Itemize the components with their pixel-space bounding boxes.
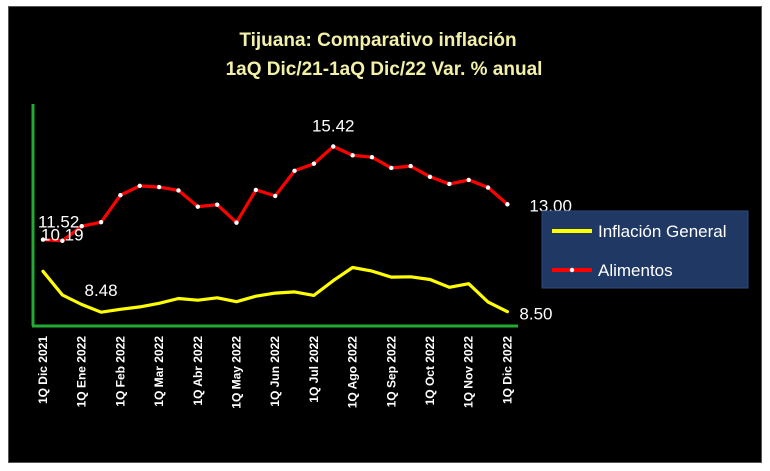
legend-box <box>541 210 749 289</box>
data-label-0-24: 8.50 <box>519 305 552 324</box>
series-marker-1-6 <box>156 184 162 190</box>
legend-marker-alimentos <box>569 267 575 273</box>
chart-title: Tijuana: Comparativo inflación <box>239 30 516 51</box>
x-tick-label-6: 1Q Mar 2022 <box>152 336 166 407</box>
data-label-1-0: 11.52 <box>38 213 79 232</box>
series-marker-1-15 <box>331 144 336 149</box>
series-marker-1-16 <box>350 153 355 158</box>
x-tick-label-8: 1Q Abr 2022 <box>191 336 205 406</box>
series-marker-1-10 <box>234 220 239 225</box>
legend: Inflación General Alimentos <box>541 210 749 289</box>
chart-subtitle: 1aQ Dic/21-1aQ Dic/22 Var. % anual <box>226 59 543 80</box>
series-marker-1-9 <box>214 202 220 207</box>
series-marker-1-20 <box>427 174 433 180</box>
series-line-0 <box>41 265 509 314</box>
series-marker-1-8 <box>195 204 200 209</box>
x-tick-label-24: 1Q Dic 2022 <box>500 336 514 404</box>
x-tick-label-0: 1Q Dic 2021 <box>36 336 50 404</box>
series-marker-1-23 <box>485 185 491 190</box>
series-marker-1-19 <box>408 163 413 169</box>
series-marker-1-3 <box>98 219 104 225</box>
series-layer <box>40 144 510 314</box>
series-marker-1-13 <box>292 168 297 174</box>
data-label-0-0: 10.19 <box>41 225 84 244</box>
x-tick-label-20: 1Q Oct 2022 <box>423 336 437 406</box>
x-tick-label-16: 1Q Ago 2022 <box>346 336 360 409</box>
legend-label-alimentos: Alimentos <box>598 261 673 280</box>
data-label-1-15: 15.42 <box>312 116 355 135</box>
series-marker-1-4 <box>118 192 123 198</box>
x-tick-label-22: 1Q Nov 2022 <box>462 336 476 408</box>
x-tick-label-2: 1Q Ene 2022 <box>75 336 89 408</box>
series-marker-1-0 <box>40 237 46 242</box>
data-label-0-3: 8.48 <box>85 281 118 300</box>
series-marker-1-21 <box>447 181 452 187</box>
series-marker-1-7 <box>176 188 181 193</box>
series-line-1 <box>41 144 509 243</box>
x-tick-label-14: 1Q Jul 2022 <box>307 336 321 403</box>
series-marker-1-18 <box>389 165 394 171</box>
series-marker-1-11 <box>253 187 259 193</box>
legend-label-inflacion: Inflación General <box>598 222 727 241</box>
x-tick-label-12: 1Q Jun 2022 <box>268 336 282 407</box>
x-tick-layer: 1Q Dic 2021 1Q Ene 2022 1Q Feb 2022 1Q Mar … <box>36 336 514 409</box>
series-marker-1-2 <box>79 224 84 229</box>
series-marker-1-12 <box>273 193 278 199</box>
series-marker-1-24 <box>505 202 510 207</box>
x-tick-label-10: 1Q May 2022 <box>230 336 244 409</box>
series-marker-1-17 <box>369 155 375 160</box>
series-marker-1-14 <box>311 161 317 166</box>
series-marker-1-1 <box>60 238 65 243</box>
series-marker-1-5 <box>137 183 142 189</box>
x-tick-label-4: 1Q Feb 2022 <box>113 336 127 407</box>
series-marker-1-22 <box>466 177 471 183</box>
x-tick-label-18: 1Q Sep 2022 <box>384 336 398 408</box>
